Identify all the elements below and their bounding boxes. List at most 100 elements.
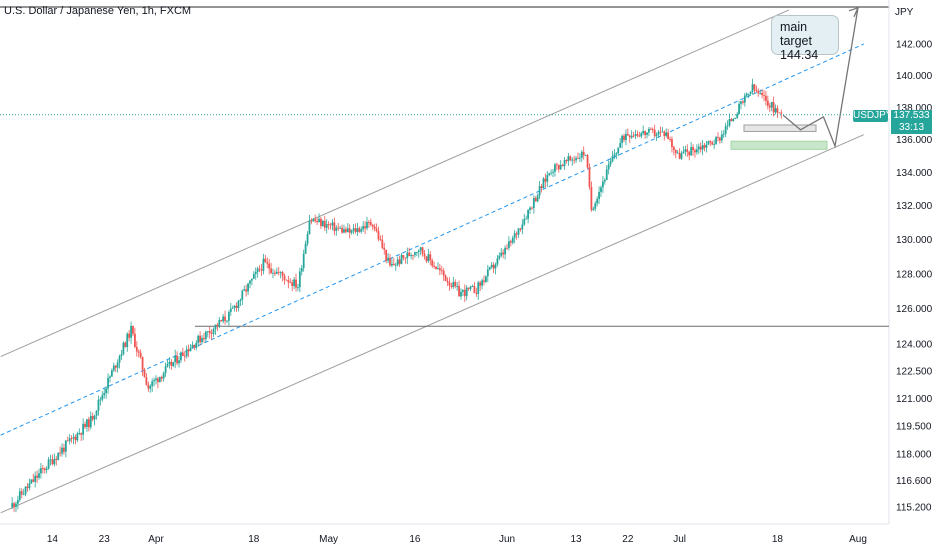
candle-body (431, 260, 434, 266)
candle-body (605, 169, 608, 180)
candle-body (180, 352, 182, 361)
candle-body (91, 415, 94, 420)
candle-body (212, 329, 215, 334)
candle-body (264, 258, 267, 263)
candle-body (590, 186, 593, 210)
candle-body (412, 255, 414, 256)
candle-body (598, 191, 600, 200)
candle-body (433, 265, 436, 267)
candle-body (532, 197, 535, 209)
candle-body (607, 164, 610, 170)
price-tick-label: 119.500 (896, 421, 932, 432)
candle-body (642, 130, 645, 134)
candle-body (373, 226, 376, 229)
candle-body (768, 105, 771, 108)
candle-body (525, 218, 528, 220)
candle-body (419, 247, 422, 251)
candle-body (87, 419, 90, 428)
candle-body (210, 333, 213, 334)
candle-body (320, 218, 322, 226)
candle-body (222, 316, 225, 322)
candle-body (114, 365, 117, 368)
candle-body (24, 486, 27, 495)
candle-body (667, 132, 670, 140)
candle-body (201, 338, 203, 343)
candle-body (400, 255, 403, 264)
candle-body (298, 271, 301, 288)
candle-body (308, 220, 311, 235)
price-tick-label: 115.200 (896, 503, 932, 514)
candle-body (55, 458, 58, 460)
candle-body (479, 282, 482, 286)
candle-body (705, 144, 708, 148)
candle-body (648, 128, 650, 133)
candle-body (364, 226, 366, 229)
candle-body (312, 219, 315, 222)
candle-body (534, 197, 537, 202)
candle-body (649, 128, 652, 130)
candle-body (189, 347, 192, 352)
candle-body (187, 349, 190, 352)
candle-body (72, 436, 75, 439)
candle-body (369, 222, 372, 225)
candle-body (557, 164, 560, 170)
candle-body (197, 335, 200, 343)
candle-body (199, 335, 202, 343)
candle-body (295, 279, 297, 288)
candle-body (438, 268, 441, 271)
time-tick-label: 13 (570, 534, 582, 545)
zones-layer (730, 124, 828, 150)
candle-body (636, 134, 639, 136)
candle-body (573, 159, 576, 161)
candle-body (429, 254, 432, 261)
time-tick-label: Jul (673, 534, 686, 545)
candle-body (124, 342, 127, 348)
candle-body (262, 258, 265, 271)
candle-body (302, 253, 305, 269)
candle-body (130, 325, 132, 338)
candle-body (105, 388, 108, 394)
candle-body (523, 219, 526, 225)
candle-body (442, 270, 445, 276)
candle-body (20, 491, 23, 495)
candle-body (289, 282, 292, 284)
price-tick-label: 118.000 (896, 449, 932, 460)
candle-body (694, 150, 696, 153)
candle-body (550, 172, 553, 174)
candle-body (417, 250, 420, 253)
candle-body (314, 219, 317, 221)
candle-body (519, 228, 522, 230)
candle-body (371, 224, 374, 227)
candle-body (414, 252, 416, 256)
candle-body (527, 209, 529, 219)
candle-body (208, 331, 211, 334)
candle-body (703, 145, 706, 148)
candle-body (504, 247, 506, 255)
candle-body (172, 362, 175, 366)
candle-body (287, 280, 290, 283)
candle-body (561, 164, 564, 167)
candle-body (500, 252, 503, 256)
candle-body (594, 203, 597, 209)
candle-body (529, 207, 531, 210)
candle-body (625, 134, 627, 140)
candle-body (463, 289, 466, 297)
time-tick-label: Aug (849, 534, 867, 545)
candle-body (66, 440, 69, 442)
price-tick-label: 122.500 (896, 366, 932, 377)
candle-body (410, 255, 412, 257)
candle-body (239, 299, 242, 301)
candle-body (709, 141, 712, 143)
main-target-callout[interactable]: main target 144.34 (771, 15, 839, 62)
candle-body (22, 494, 25, 496)
candle-body (488, 267, 491, 270)
candle-body (191, 344, 194, 348)
candle-body (402, 255, 405, 258)
candle-body (575, 158, 577, 161)
candle-body (623, 135, 625, 140)
candle-body (460, 291, 462, 297)
candle-body (260, 269, 263, 271)
time-tick-label: 23 (99, 534, 111, 545)
candle-body (619, 142, 622, 148)
